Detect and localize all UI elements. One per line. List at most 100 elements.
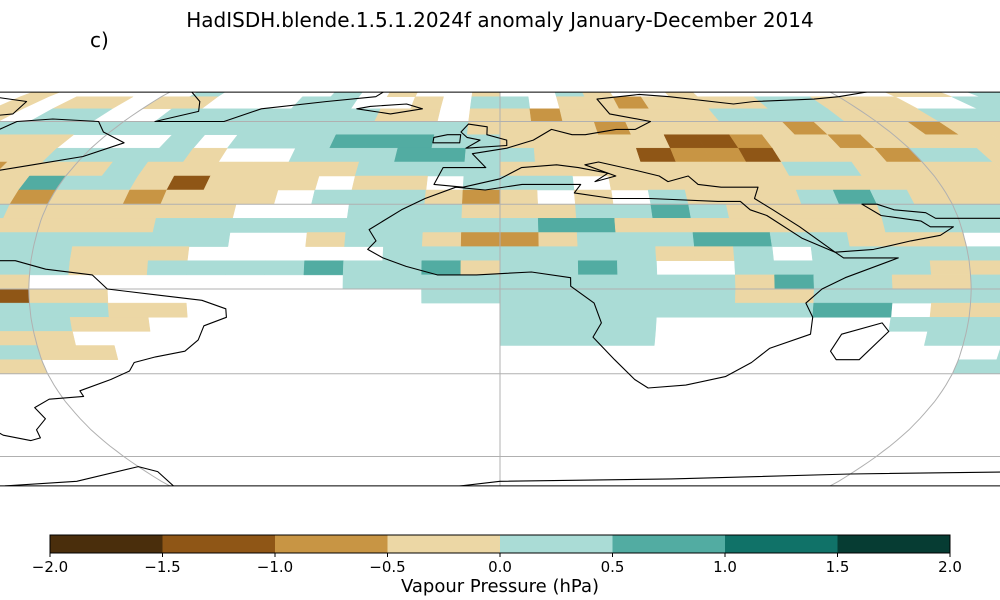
grid-cell bbox=[615, 232, 656, 247]
grid-cell bbox=[989, 203, 1000, 219]
grid-cell bbox=[499, 274, 540, 290]
coast-afro-eurasia bbox=[367, 183, 899, 389]
grid-cell bbox=[191, 218, 233, 233]
grid-cell bbox=[166, 175, 211, 191]
grid-cell bbox=[923, 331, 967, 346]
grid-cell bbox=[306, 218, 348, 233]
grid-cell bbox=[84, 189, 131, 205]
meridian-line bbox=[28, 92, 250, 486]
coast-south-america bbox=[0, 254, 227, 442]
grid-cell bbox=[147, 246, 190, 261]
grid-cell bbox=[427, 161, 466, 177]
grid-cell bbox=[305, 232, 346, 247]
grid-cell bbox=[277, 175, 320, 191]
grid-cell bbox=[345, 218, 386, 233]
panel-label: c) bbox=[90, 28, 109, 52]
grid-cell bbox=[0, 246, 34, 261]
grid-cell bbox=[576, 218, 616, 233]
grid-cell bbox=[41, 203, 86, 219]
grid-cell bbox=[461, 203, 501, 219]
grid-cell bbox=[684, 189, 727, 205]
grid-cell bbox=[383, 232, 424, 247]
grid-cell bbox=[303, 260, 344, 276]
grid-cell bbox=[888, 317, 931, 332]
grid-cell bbox=[573, 189, 614, 205]
grid-cell bbox=[246, 161, 290, 177]
grid-cell bbox=[808, 232, 851, 247]
grid-cell bbox=[534, 161, 573, 177]
grid-cell bbox=[694, 246, 735, 261]
colorbar-swatch bbox=[500, 535, 613, 553]
grid-cell bbox=[812, 302, 854, 318]
grid-cell bbox=[20, 92, 78, 97]
grid-cell bbox=[29, 302, 71, 318]
coast-iceland bbox=[356, 103, 423, 115]
grid-cell bbox=[384, 218, 424, 233]
grid-cell bbox=[342, 274, 383, 290]
grid-cell bbox=[155, 203, 199, 219]
grid-cell bbox=[869, 92, 924, 97]
grid-cell bbox=[0, 345, 42, 360]
grid-cell bbox=[0, 288, 30, 304]
grid-cell bbox=[647, 189, 689, 205]
grid-cell bbox=[358, 147, 399, 163]
grid-cell bbox=[931, 274, 972, 290]
grid-cell bbox=[240, 175, 284, 191]
grid-cell bbox=[656, 288, 697, 304]
grid-cell bbox=[0, 232, 38, 247]
grid-cell bbox=[538, 331, 579, 346]
grid-cell bbox=[734, 302, 775, 318]
grid-cell bbox=[397, 134, 435, 149]
colorbar-tick-label: −2.0 bbox=[31, 558, 69, 576]
grid-cell bbox=[735, 274, 776, 290]
grid-cell bbox=[0, 274, 30, 290]
grid-cell bbox=[33, 232, 77, 247]
grid-cell bbox=[28, 288, 69, 304]
grid-cell bbox=[710, 161, 754, 177]
grid-cell bbox=[577, 260, 618, 276]
grid-cell bbox=[0, 218, 42, 233]
grid-cell bbox=[79, 203, 124, 219]
grid-cell bbox=[795, 189, 840, 205]
grid-cell bbox=[107, 260, 149, 276]
grid-cell bbox=[311, 189, 353, 205]
grid-cell bbox=[852, 274, 893, 290]
grid-cell bbox=[565, 134, 603, 149]
grid-cell bbox=[0, 302, 32, 318]
grid-cell bbox=[499, 203, 539, 219]
grid-cell bbox=[346, 203, 388, 219]
grid-cell bbox=[680, 175, 723, 191]
grid-cell bbox=[690, 218, 732, 233]
grid-cell bbox=[382, 260, 423, 276]
grid-cell bbox=[968, 260, 1000, 276]
grid-cell bbox=[810, 246, 853, 261]
grid-cell bbox=[608, 175, 649, 191]
grid-cell bbox=[578, 274, 619, 290]
grid-cell bbox=[919, 218, 964, 233]
grid-cell bbox=[891, 288, 933, 304]
grid-cell bbox=[67, 288, 109, 304]
grid-cell bbox=[556, 96, 590, 110]
grid-cell bbox=[538, 302, 579, 318]
grid-cell bbox=[460, 232, 501, 247]
grid-cell bbox=[980, 189, 1000, 205]
grid-cell bbox=[851, 302, 893, 318]
grid-cell bbox=[264, 260, 305, 276]
grid-cell bbox=[36, 345, 81, 360]
grid-cell bbox=[914, 203, 959, 219]
grid-cell bbox=[499, 218, 539, 233]
coast-greenland bbox=[146, 92, 413, 123]
grid-cell bbox=[188, 92, 237, 97]
colorbar-swatch bbox=[50, 535, 163, 553]
coast-ireland bbox=[432, 134, 462, 144]
grid-cell bbox=[538, 246, 579, 261]
grid-cell bbox=[617, 274, 658, 290]
grid-cell bbox=[949, 92, 1000, 97]
grid-cell bbox=[735, 288, 776, 304]
colorbar-swatch bbox=[725, 535, 838, 553]
grid-cell bbox=[29, 260, 71, 276]
grid-cell bbox=[117, 203, 162, 219]
grid-cell bbox=[612, 203, 654, 219]
grid-cell bbox=[969, 175, 1000, 191]
grid-cell bbox=[225, 260, 266, 276]
